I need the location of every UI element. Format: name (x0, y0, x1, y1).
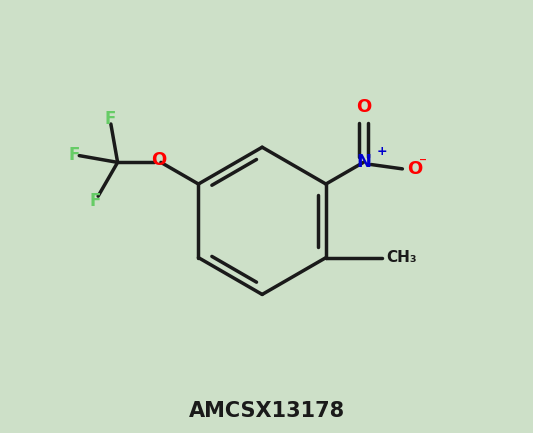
Text: O: O (407, 160, 422, 178)
Text: F: F (68, 146, 80, 164)
Text: AMCSX13178: AMCSX13178 (189, 401, 344, 421)
Text: CH₃: CH₃ (386, 250, 417, 265)
Text: O: O (356, 97, 371, 116)
Text: F: F (90, 192, 101, 210)
Text: +: + (376, 145, 387, 158)
Text: ⁻: ⁻ (419, 156, 427, 171)
Text: O: O (151, 151, 166, 169)
Text: F: F (104, 110, 116, 128)
Text: N: N (356, 153, 371, 171)
